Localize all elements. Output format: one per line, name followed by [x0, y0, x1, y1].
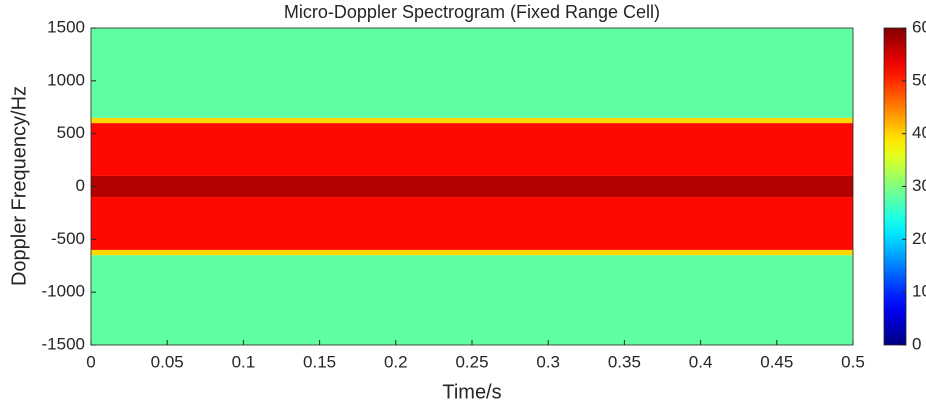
y-tick-label: -500	[51, 229, 85, 248]
y-tick-label: 1000	[47, 70, 85, 89]
x-tick-label: 0.4	[689, 352, 713, 371]
x-tick-label: 0.5	[841, 352, 865, 371]
colorbar-tick-label: 20	[912, 229, 926, 248]
x-tick-label: 0.1	[232, 352, 256, 371]
y-tick-label: -1500	[42, 334, 85, 353]
colorbar-tick-label: 0	[912, 334, 921, 353]
x-tick-label: 0.45	[760, 352, 793, 371]
colorbar-tick-label: 40	[912, 123, 926, 142]
colorbar-tick-label: 30	[912, 176, 926, 195]
heatmap-cell	[91, 123, 853, 176]
y-axis-label: Doppler Frequency/Hz	[8, 86, 30, 286]
y-tick-label: 1500	[47, 17, 85, 36]
x-tick-label: 0.3	[536, 352, 560, 371]
heatmap-cell	[91, 197, 853, 250]
x-tick-label: 0	[86, 352, 95, 371]
x-tick-label: 0.05	[151, 352, 184, 371]
y-tick-label: 500	[57, 123, 85, 142]
heatmap-cell	[91, 175, 853, 198]
x-tick-label: 0.15	[303, 352, 336, 371]
y-tick-label: -1000	[42, 282, 85, 301]
y-tick-label: 0	[76, 176, 85, 195]
x-tick-label: 0.2	[384, 352, 408, 371]
x-tick-label: 0.25	[455, 352, 488, 371]
colorbar-tick-label: 60	[912, 17, 926, 36]
colorbar-tick-label: 10	[912, 282, 926, 301]
x-axis-label: Time/s	[442, 381, 501, 403]
heatmap-cell	[91, 117, 853, 124]
heatmap-cell	[91, 249, 853, 256]
heatmap-cell	[91, 255, 853, 345]
chart-title: Micro-Doppler Spectrogram (Fixed Range C…	[284, 2, 660, 22]
colorbar-tick-label: 50	[912, 70, 926, 89]
heatmap-cell	[91, 28, 853, 118]
x-tick-label: 0.35	[608, 352, 641, 371]
